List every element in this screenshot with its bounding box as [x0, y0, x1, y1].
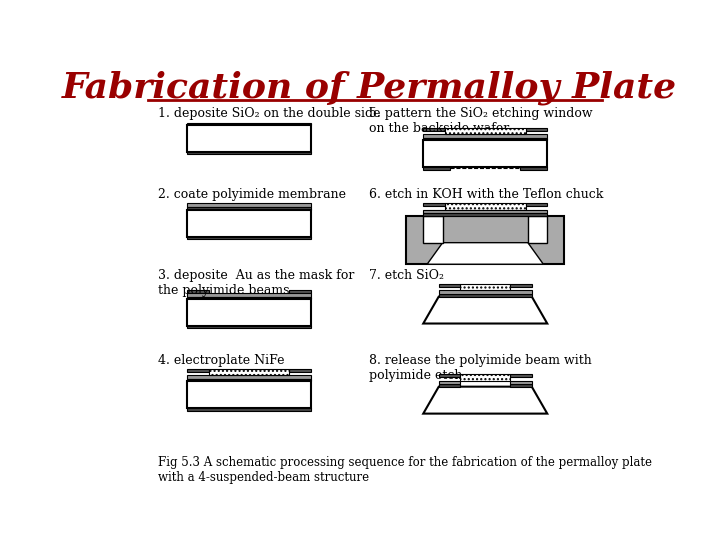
Bar	[187, 369, 209, 372]
Text: Fig 5.3 A schematic processing sequence for the fabrication of the permalloy pla: Fig 5.3 A schematic processing sequence …	[158, 456, 652, 484]
Bar	[209, 369, 289, 375]
Bar	[423, 140, 547, 167]
Bar	[510, 381, 532, 384]
Bar	[423, 213, 547, 215]
Bar	[187, 381, 311, 408]
Bar	[510, 284, 532, 287]
Bar	[438, 384, 461, 387]
Text: 6. etch in KOH with the Teflon chuck: 6. etch in KOH with the Teflon chuck	[369, 188, 603, 201]
Bar	[187, 299, 311, 326]
Bar	[438, 294, 532, 296]
Bar	[423, 167, 451, 170]
Bar	[187, 379, 311, 381]
Bar	[423, 210, 547, 213]
Bar	[187, 375, 311, 379]
Bar	[526, 204, 547, 206]
Bar	[187, 210, 311, 237]
Bar	[187, 326, 311, 328]
Bar	[438, 284, 461, 287]
Bar	[187, 207, 311, 210]
Bar	[461, 374, 510, 381]
Bar	[187, 289, 209, 293]
Polygon shape	[423, 296, 547, 323]
Bar	[438, 374, 461, 377]
Bar	[526, 128, 547, 131]
Text: 8. release the polyimide beam with
polyimide etch: 8. release the polyimide beam with polyi…	[369, 354, 592, 382]
Bar	[461, 284, 510, 291]
Bar	[187, 152, 311, 154]
Bar	[445, 204, 526, 210]
Bar	[187, 293, 311, 296]
Bar	[423, 128, 445, 131]
Bar	[520, 167, 547, 170]
Bar	[510, 374, 532, 377]
Bar	[423, 134, 547, 138]
Bar	[438, 381, 461, 384]
Bar	[510, 384, 532, 387]
Bar	[187, 204, 311, 207]
Bar	[423, 204, 445, 206]
Polygon shape	[427, 242, 544, 264]
Bar	[187, 408, 311, 410]
Polygon shape	[423, 387, 547, 414]
Text: 5. pattern the SiO₂ etching window
on the backside wafer: 5. pattern the SiO₂ etching window on th…	[369, 107, 593, 135]
Bar	[423, 215, 443, 242]
Text: Fabrication of Permalloy Plate: Fabrication of Permalloy Plate	[61, 71, 677, 105]
Bar	[187, 125, 311, 152]
Bar	[187, 296, 311, 299]
Text: 4. electroplate NiFe: 4. electroplate NiFe	[158, 354, 284, 367]
Bar	[406, 215, 564, 264]
Text: 1. deposite SiO₂ on the double side: 1. deposite SiO₂ on the double side	[158, 107, 381, 120]
Bar	[289, 369, 311, 372]
Text: 7. etch SiO₂: 7. etch SiO₂	[369, 269, 444, 282]
Text: 2. coate polyimide membrane: 2. coate polyimide membrane	[158, 188, 346, 201]
Bar	[187, 237, 311, 239]
Text: 3. deposite  Au as the mask for
the polyimide beams: 3. deposite Au as the mask for the polyi…	[158, 269, 354, 297]
Bar	[289, 289, 311, 293]
Bar	[528, 215, 547, 242]
Bar	[187, 123, 311, 125]
Bar	[438, 291, 532, 294]
Bar	[423, 138, 547, 140]
Bar	[445, 128, 526, 134]
